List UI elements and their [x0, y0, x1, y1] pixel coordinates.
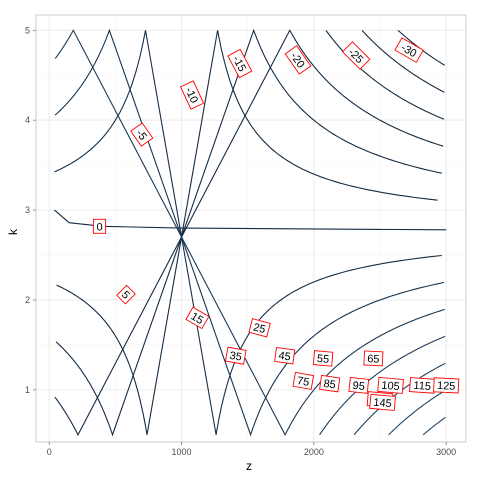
contour-label-box: [433, 377, 460, 394]
contour-label-text: 0: [96, 221, 102, 233]
contour-lines: [54, 28, 447, 437]
panel-border: [35, 14, 467, 443]
x-axis: 0 1000 2000 3000: [47, 442, 456, 457]
contour-label-box: [369, 393, 396, 411]
contour-label-box: [348, 376, 370, 394]
contour-label: 25: [248, 318, 271, 338]
x-tick-label: 0: [47, 447, 52, 457]
contour-label-box: [274, 346, 296, 365]
contour-label-box: [341, 41, 371, 70]
contour-line: [54, 29, 445, 436]
contour-line: [361, 29, 445, 93]
contour-label: 145: [369, 393, 396, 411]
contour-label: -5: [130, 122, 154, 147]
contour-label-box: [394, 37, 424, 63]
contour-line: [56, 30, 438, 435]
contour-label: 0: [92, 218, 107, 234]
contour-label: 75: [292, 371, 315, 390]
y-tick-label: 2: [25, 295, 30, 305]
contour-line: [325, 29, 445, 120]
contour-label: 115: [409, 377, 436, 394]
contour-label: -10: [179, 80, 205, 110]
contour-line: [54, 29, 444, 436]
contour-label-text: 105: [381, 380, 400, 394]
contour-label: 5: [116, 284, 136, 305]
x-tick-label: 3000: [436, 447, 456, 457]
contour-label-box: [116, 284, 136, 305]
contour-label-text: 125: [437, 380, 456, 393]
contour-label: 15: [185, 306, 210, 330]
contour-label-box: [292, 371, 315, 390]
y-tick-label: 5: [25, 25, 30, 35]
contour-label-box: [363, 350, 384, 367]
y-axis: 1 2 3 4 5: [25, 25, 36, 395]
contour-label: -15: [227, 48, 253, 79]
y-tick-label: 1: [25, 385, 30, 395]
contour-label: 95: [348, 376, 370, 394]
contour-label: 85: [319, 374, 341, 393]
contour-label: 45: [274, 346, 296, 365]
contour-label-box: [227, 48, 253, 79]
contour-label-text: 85: [323, 378, 337, 392]
contour-label-box: [319, 374, 341, 393]
contour-label: -30: [394, 37, 424, 63]
x-tick-label: 2000: [304, 447, 324, 457]
contour-label-text: 75: [296, 375, 310, 389]
contour-label-text: 65: [367, 353, 380, 366]
grid: [36, 15, 466, 442]
contour-label-box: [185, 306, 210, 330]
contour-label-box: [284, 45, 312, 75]
y-tick-label: 3: [25, 205, 30, 215]
contour-label-text: 45: [278, 350, 292, 364]
contour-label-text: 115: [413, 380, 431, 393]
contour-label-box: [377, 376, 404, 394]
contour-line: [422, 416, 446, 436]
contour-line: [54, 28, 445, 437]
contour-label-text: 15: [189, 311, 206, 328]
contour-label: 125: [433, 377, 460, 394]
contour-label-box: [130, 122, 154, 147]
contour-label-text: 25: [252, 321, 267, 336]
contour-label-box: [179, 80, 205, 110]
contour-label-box: [225, 346, 247, 365]
contour-line: [55, 28, 442, 437]
contour-label-box: [312, 350, 334, 367]
y-tick-label: 4: [25, 115, 30, 125]
contour-label-text: 35: [229, 350, 243, 364]
x-axis-title: z: [246, 459, 252, 473]
x-tick-label: 1000: [172, 447, 192, 457]
contour-label-box: [92, 218, 107, 234]
y-axis-title: k: [6, 228, 20, 235]
contour-label-text: 55: [316, 353, 329, 366]
contour-label-box: [248, 318, 271, 338]
contour-label: 105: [377, 376, 404, 394]
contour-label-text: 95: [352, 380, 365, 393]
contour-label-text: 145: [373, 397, 392, 411]
contour-label: 35: [225, 346, 247, 365]
contour-line: [388, 389, 446, 436]
contour-label: 65: [363, 350, 384, 367]
contour-label: 55: [312, 350, 334, 367]
contour-line: [54, 30, 442, 435]
